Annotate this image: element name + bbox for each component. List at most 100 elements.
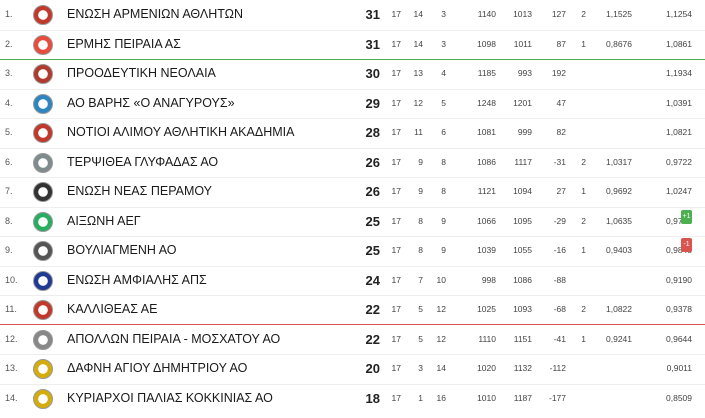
gp: 17 [391,68,401,78]
team-logo [33,93,53,114]
l: 12 [436,333,446,344]
l: 14 [436,363,446,373]
points: 31 [365,36,380,52]
points: 25 [365,213,380,229]
l: 8 [441,186,446,196]
ratio: 0,9011 [666,363,692,373]
row-divider [0,88,705,90]
team-name: ΚΥΡΙΑΡΧΟΙ ΠΑΛΙΑΣ ΚΟΚΚΙΝΙΑΣ ΑΟ [67,390,273,405]
h2h-ratio: 0,9403 [606,245,632,255]
points: 26 [365,154,380,170]
team-logo [33,241,53,261]
team-name: ΠΡΟΟΔΕΥΤΙΚΗ ΝΕΟΛΑΙΑ [67,66,216,80]
diff: 192 [551,68,566,78]
pf: 1020 [477,363,496,373]
team-name: ΝΟΤΙΟΙ ΑΛΙΜΟΥ ΑΘΛΗΤΙΚΗ ΑΚΑΔΗΜΙΑ [67,125,295,139]
team-logo [33,329,53,350]
w: 11 [414,127,423,137]
relegation-line [0,324,705,325]
gp: 17 [391,245,401,255]
table-row: 2. ΕΡΜΗΣ ΠΕΙΡΑΙΑ ΑΣ 31 17 14 3 1098 1011 87 1 0,86… [0,29,705,60]
row-divider [0,383,705,385]
team-logo [33,123,53,143]
diff: -68 [553,304,566,314]
l: 12 [436,304,446,314]
w: 5 [418,304,423,314]
team-name: ΑΠΟΛΛΩΝ ΠΕΙΡΑΙΑ - ΜΟΣΧΑΤΟΥ ΑΟ [67,331,281,346]
table-row: 10. ΕΝΩΣΗ ΑΜΦΙΑΛΗΣ ΑΠΣ 24 17 7 10 998 1086 -88 0,… [0,265,705,296]
table-row: 5. ΝΟΤΙΟΙ ΑΛΙΜΟΥ ΑΘΛΗΤΙΚΗ ΑΚΑΔΗΜΙΑ 28 17 11 6… [0,118,705,148]
ratio: 1,0247 [666,186,692,196]
diff: 127 [551,9,566,19]
table-row: 7. ΕΝΩΣΗ ΝΕΑΣ ΠΕΡΑΜΟΥ 26 17 9 8 1121 1094 27 1 0,9… [0,177,705,207]
team-logo [33,388,53,409]
gp: 17 [391,363,401,373]
ratio: 0,9735 [666,215,692,226]
l: 10 [436,274,446,285]
rank: 6. [5,156,13,167]
l: 9 [441,215,446,226]
diff: 27 [556,186,566,196]
h2h: 1 [581,186,586,196]
team-name: ΕΝΩΣΗ ΑΜΦΙΑΛΗΣ ΑΠΣ [67,272,207,287]
pa: 1013 [513,9,532,19]
team-name: ΤΕΡΨΙΘΕΑ ΓΛΥΦΑΔΑΣ ΑΟ [67,154,219,169]
ratio: 0,9722 [666,156,692,167]
pa: 1093 [513,304,532,314]
ratio: 1,0821 [666,127,692,137]
team-logo [33,34,53,55]
pa: 999 [517,127,532,137]
ratio: 0,9848 [666,245,692,255]
h2h: 2 [581,9,586,19]
h2h: 2 [581,215,586,226]
pa: 1201 [513,97,532,108]
team-name: ΕΝΩΣΗ ΝΕΑΣ ΠΕΡΑΜΟΥ [67,184,213,198]
diff: -29 [553,215,566,226]
points: 24 [365,272,380,288]
ratio: 1,1934 [666,68,692,78]
gp: 17 [391,9,401,19]
points: 22 [365,331,380,347]
pa: 1055 [513,245,532,255]
diff: -177 [548,392,566,403]
table-row: 1. ΕΝΩΣΗ ΑΡΜΕΝΙΩΝ ΑΘΛΗΤΩΝ 31 17 14 3 1140 1013 1… [0,0,705,30]
points: 18 [365,390,380,406]
diff: -88 [553,274,566,285]
points: 28 [365,125,380,140]
pf: 1248 [477,97,496,108]
gp: 17 [391,38,401,49]
pf: 1185 [477,68,496,78]
pf: 1110 [478,333,496,344]
l: 16 [436,392,446,403]
row-divider [0,295,705,296]
l: 5 [441,97,446,108]
points: 29 [365,95,380,111]
team-name: ΑΟ ΒΑΡΗΣ «Ο ΑΝΑΓΥΡΟΥΣ» [67,95,235,110]
ratio: 1,1254 [666,9,692,19]
diff: -31 [553,156,566,167]
ratio: 0,9378 [666,304,692,314]
l: 4 [441,68,446,78]
points: 20 [365,361,380,376]
rank: 10. [5,274,18,285]
diff: 47 [556,97,566,108]
diff: 87 [556,38,566,49]
table-row: 3. ΠΡΟΟΔΕΥΤΙΚΗ ΝΕΟΛΑΙΑ 30 17 13 4 1185 993 192 1,… [0,59,705,89]
team-name: ΑΙΞΩΝΗ ΑΕΓ [67,213,141,228]
ratio: 0,9644 [666,333,692,344]
points: 26 [365,184,380,199]
team-logo [33,152,53,173]
ratio: 0,9190 [666,274,692,285]
h2h: 1 [581,38,586,49]
rank: 14. [5,392,18,403]
points: 25 [365,243,380,258]
h2h-ratio: 1,0317 [606,156,632,167]
position-change: -1 [681,238,692,252]
rank: 11. [5,304,17,314]
team-name: ΚΑΛΛΙΘΕΑΣ ΑΕ [67,302,158,316]
row-divider [0,147,705,149]
diff: 82 [556,127,566,137]
gp: 17 [391,304,401,314]
pf: 1010 [477,392,496,403]
